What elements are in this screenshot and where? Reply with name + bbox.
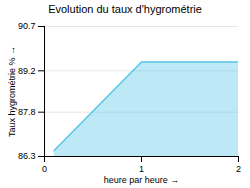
- svg-text:90.7: 90.7: [18, 21, 36, 31]
- svg-text:1: 1: [139, 164, 144, 174]
- svg-text:Taux hygrométrie % →: Taux hygrométrie % →: [7, 46, 17, 137]
- svg-text:86.3: 86.3: [18, 151, 36, 161]
- svg-text:0: 0: [42, 164, 47, 174]
- html-text:Evolution du taux d'hygrométri: Evolution du taux d'hygrométrie: [48, 3, 202, 15]
- svg-text:heure par heure →: heure par heure →: [104, 175, 180, 185]
- svg-text:89.2: 89.2: [18, 66, 36, 76]
- svg-text:2: 2: [236, 164, 241, 174]
- svg-text:87.8: 87.8: [18, 107, 36, 117]
